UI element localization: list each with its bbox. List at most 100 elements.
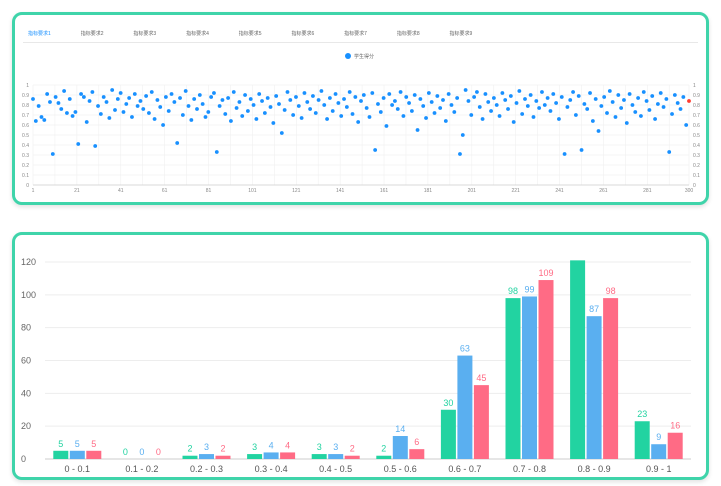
scatter-point[interactable] xyxy=(449,103,454,107)
scatter-point[interactable] xyxy=(446,92,451,96)
scatter-point[interactable] xyxy=(59,107,64,111)
scatter-point[interactable] xyxy=(622,98,626,102)
scatter-legend[interactable]: 学生得分 xyxy=(345,53,374,60)
scatter-point[interactable] xyxy=(113,108,117,112)
scatter-point[interactable] xyxy=(152,117,157,121)
scatter-point[interactable] xyxy=(404,95,409,99)
bar-series-2[interactable] xyxy=(651,444,667,459)
scatter-point[interactable] xyxy=(350,112,355,116)
scatter-point[interactable] xyxy=(288,98,293,102)
tab-6[interactable]: 指标要求6 xyxy=(291,31,315,37)
scatter-point[interactable] xyxy=(161,123,165,127)
scatter-point[interactable] xyxy=(520,112,525,116)
scatter-point[interactable] xyxy=(531,115,536,119)
scatter-point[interactable] xyxy=(285,90,290,94)
scatter-point[interactable] xyxy=(599,104,604,108)
scatter-point[interactable] xyxy=(243,93,247,97)
scatter-point[interactable] xyxy=(327,96,332,100)
scatter-point[interactable] xyxy=(237,100,242,104)
scatter-point[interactable] xyxy=(271,121,276,125)
scatter-point[interactable] xyxy=(361,93,366,97)
scatter-point[interactable] xyxy=(107,116,112,120)
scatter-point[interactable] xyxy=(571,90,575,94)
scatter-point[interactable] xyxy=(189,118,194,122)
scatter-point[interactable] xyxy=(76,142,81,146)
scatter-point[interactable] xyxy=(70,114,75,118)
scatter-point[interactable] xyxy=(279,131,284,135)
bar-series-2[interactable] xyxy=(328,454,344,459)
bar-series-1[interactable] xyxy=(311,454,327,459)
scatter-point[interactable] xyxy=(644,99,649,103)
scatter-point[interactable] xyxy=(429,100,434,104)
scatter-point[interactable] xyxy=(568,98,573,102)
scatter-point[interactable] xyxy=(475,90,479,94)
scatter-point[interactable] xyxy=(401,114,406,118)
scatter-point[interactable] xyxy=(166,109,171,113)
scatter-point[interactable] xyxy=(186,104,191,108)
scatter-point[interactable] xyxy=(347,90,352,94)
scatter-point[interactable] xyxy=(593,97,598,101)
scatter-point[interactable] xyxy=(158,105,163,109)
scatter-point[interactable] xyxy=(647,108,652,112)
scatter-point[interactable] xyxy=(407,101,411,105)
scatter-point[interactable] xyxy=(670,112,674,116)
bar-series-3[interactable] xyxy=(667,432,683,459)
scatter-point[interactable] xyxy=(398,90,403,94)
scatter-point[interactable] xyxy=(333,92,338,96)
scatter-point[interactable] xyxy=(562,152,567,156)
scatter-point[interactable] xyxy=(477,105,482,109)
bar-series-3[interactable] xyxy=(538,280,554,459)
scatter-point[interactable] xyxy=(132,92,137,96)
scatter-point[interactable] xyxy=(667,150,672,154)
scatter-point[interactable] xyxy=(330,109,335,113)
scatter-point[interactable] xyxy=(378,110,383,114)
scatter-point[interactable] xyxy=(180,113,185,117)
scatter-point[interactable] xyxy=(93,144,98,148)
scatter-point[interactable] xyxy=(342,97,346,101)
scatter-point[interactable] xyxy=(274,94,279,98)
scatter-point[interactable] xyxy=(497,114,502,118)
scatter-point[interactable] xyxy=(277,102,281,106)
bar-series-2[interactable] xyxy=(199,454,214,459)
scatter-point[interactable] xyxy=(525,104,530,108)
scatter-point[interactable] xyxy=(245,109,250,113)
scatter-point[interactable] xyxy=(452,110,457,114)
scatter-point[interactable] xyxy=(387,92,392,96)
scatter-point[interactable] xyxy=(602,95,607,99)
scatter-point[interactable] xyxy=(511,120,516,124)
scatter-point[interactable] xyxy=(655,102,660,106)
scatter-point[interactable] xyxy=(138,99,143,103)
scatter-point[interactable] xyxy=(545,96,550,100)
scatter-point[interactable] xyxy=(681,95,686,99)
scatter-point[interactable] xyxy=(212,91,216,95)
scatter-point[interactable] xyxy=(548,109,553,113)
scatter-point[interactable] xyxy=(376,102,380,106)
scatter-point[interactable] xyxy=(607,89,612,93)
scatter-point[interactable] xyxy=(50,152,55,156)
bar-series-2[interactable] xyxy=(69,450,85,459)
scatter-point[interactable] xyxy=(65,111,69,115)
scatter-point[interactable] xyxy=(381,96,386,100)
scatter-point[interactable] xyxy=(641,90,646,94)
bar-series-1[interactable] xyxy=(182,455,198,459)
scatter-point[interactable] xyxy=(441,98,445,102)
scatter-point[interactable] xyxy=(81,95,86,99)
tab-7[interactable]: 指标要求7 xyxy=(344,31,367,37)
scatter-point[interactable] xyxy=(542,103,547,107)
scatter-point[interactable] xyxy=(528,93,533,97)
scatter-point[interactable] xyxy=(62,89,67,93)
scatter-point[interactable] xyxy=(684,123,689,127)
scatter-point[interactable] xyxy=(42,118,47,122)
bar-series-2[interactable] xyxy=(392,436,408,459)
scatter-point[interactable] xyxy=(506,107,510,111)
scatter-point[interactable] xyxy=(313,111,318,115)
scatter-point[interactable] xyxy=(308,107,313,111)
scatter-point[interactable] xyxy=(613,115,618,119)
scatter-point[interactable] xyxy=(585,107,590,111)
scatter-point[interactable] xyxy=(472,95,477,99)
scatter-point[interactable] xyxy=(110,88,115,92)
scatter-point[interactable] xyxy=(537,106,542,110)
scatter-point[interactable] xyxy=(192,97,197,101)
scatter-point[interactable] xyxy=(559,95,564,99)
scatter-point[interactable] xyxy=(494,103,499,107)
